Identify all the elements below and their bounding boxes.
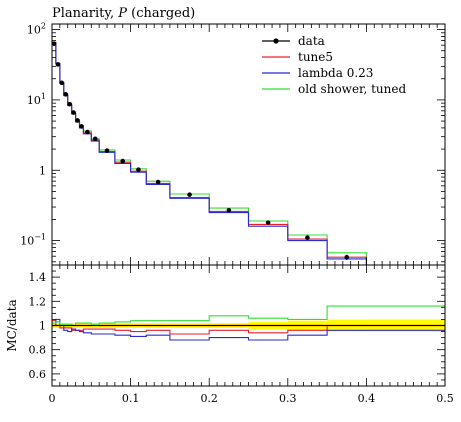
xtick-label: 0.3	[279, 392, 297, 405]
data-point	[85, 129, 90, 135]
main-ytick-label-exponent: −1	[34, 233, 46, 242]
data-point	[120, 158, 126, 164]
data-point	[67, 101, 72, 107]
ratio-ytick-label: 1	[39, 320, 46, 333]
xtick-label: 0.2	[200, 392, 218, 405]
data-point	[305, 235, 310, 240]
legend-label-0: data	[298, 34, 325, 48]
xtick-label: 0.1	[122, 392, 140, 405]
main-ytick-label-mantissa: 1	[39, 164, 46, 177]
main-ytick-label-mantissa: 10	[27, 94, 41, 107]
ratio-plot-panel: 0.6 0.8 1 1.2 1.4 0 0.1 0.2 0.3 0.4 0.5 MC/data	[5, 264, 454, 405]
ratio-ylabel: MC/data	[5, 299, 19, 351]
ratio-series-line-2	[52, 305, 445, 327]
data-point	[226, 207, 232, 213]
legend-label-3: old shower, tuned	[298, 82, 406, 96]
ratio-ytick-label: 0.8	[29, 344, 47, 357]
main-ytick-label: 1	[39, 164, 46, 177]
xtick-label: 0	[49, 392, 56, 405]
data-point	[55, 62, 61, 67]
chart-title: Planarity, P (charged)	[52, 6, 195, 21]
data-point	[71, 110, 76, 115]
main-ytick-label-mantissa: 10	[27, 24, 41, 37]
main-frame	[51, 23, 446, 266]
main-ytick-label-exponent: 2	[41, 22, 46, 31]
chart-title-prefix: Planarity,	[52, 6, 118, 21]
data-point	[344, 254, 350, 260]
chart-title-suffix: (charged)	[127, 6, 195, 21]
main-ytick-label-mantissa: 10	[20, 235, 34, 248]
data-point	[136, 167, 141, 172]
ratio-series-line-1	[52, 318, 445, 341]
ratio-ytick-label: 1.4	[29, 271, 47, 284]
data-point	[265, 220, 271, 225]
main-ytick-label-exponent: 1	[41, 92, 46, 101]
chart-title-symbol: P	[117, 6, 127, 21]
data-point	[79, 124, 84, 129]
ratio-series-line-0	[52, 320, 445, 335]
ratio-ytick-label: 0.6	[29, 368, 47, 381]
data-point	[75, 118, 80, 123]
data-point	[104, 148, 110, 153]
data-point	[59, 80, 65, 86]
data-point	[63, 92, 69, 97]
main-ytick-label: 102	[27, 22, 46, 37]
xtick-label: 0.4	[358, 392, 376, 405]
main-ytick-label: 10−1	[20, 233, 46, 248]
data-point	[92, 136, 98, 142]
legend-label-2: lambda 0.23	[298, 66, 373, 80]
ratio-ytick-label: 1.2	[29, 295, 47, 308]
xtick-label: 0.5	[436, 392, 454, 405]
legend: data tune5 lambda 0.23 old shower, tuned	[262, 34, 406, 96]
legend-label-1: tune5	[298, 50, 333, 64]
legend-marker	[273, 38, 279, 44]
main-ytick-label: 101	[27, 92, 46, 107]
data-point	[155, 179, 161, 185]
data-point	[187, 192, 192, 197]
